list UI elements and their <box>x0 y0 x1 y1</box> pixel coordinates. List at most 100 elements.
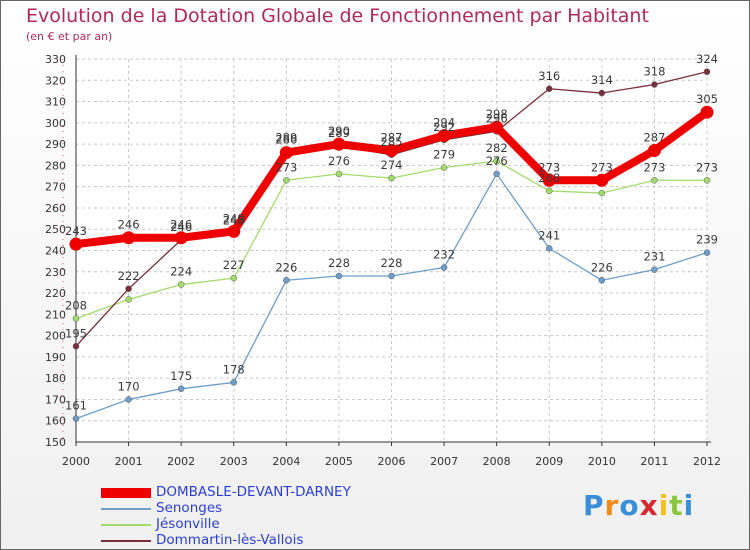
data-label: 274 <box>381 158 403 172</box>
data-label: 231 <box>643 250 665 264</box>
data-point <box>125 285 132 293</box>
data-label: 285 <box>381 135 403 149</box>
data-label: 222 <box>118 269 140 283</box>
x-tick-label: 2010 <box>588 455 616 468</box>
y-tick-label: 260 <box>45 202 66 215</box>
y-tick-label: 250 <box>45 223 66 236</box>
x-tick-label: 2012 <box>693 455 721 468</box>
legend-swatch <box>101 540 151 542</box>
data-label: 241 <box>538 228 560 242</box>
x-tick-label: 2008 <box>483 455 511 468</box>
logo-letter: i <box>683 489 695 522</box>
data-label: 228 <box>328 256 350 270</box>
y-tick-label: 210 <box>45 308 66 321</box>
data-point <box>335 170 343 178</box>
data-label: 175 <box>170 369 192 383</box>
data-label: 305 <box>696 92 718 106</box>
legend-swatch <box>101 508 151 510</box>
data-point <box>437 129 451 143</box>
data-point <box>177 281 185 288</box>
x-tick-label: 2007 <box>430 455 458 468</box>
y-tick-label: 230 <box>45 266 66 279</box>
data-label: 279 <box>433 148 455 162</box>
y-tick-label: 180 <box>45 372 66 385</box>
data-label: 273 <box>275 160 297 174</box>
data-label: 232 <box>433 248 455 262</box>
data-label: 286 <box>275 133 297 147</box>
y-tick-label: 310 <box>45 96 66 109</box>
data-point <box>69 237 83 251</box>
data-label: 170 <box>118 379 140 393</box>
data-point <box>703 249 711 256</box>
data-point <box>598 189 606 197</box>
data-point <box>490 120 504 134</box>
x-tick-label: 2009 <box>535 455 563 468</box>
y-tick-label: 320 <box>45 74 66 87</box>
data-label: 246 <box>118 218 140 232</box>
data-point <box>598 89 606 97</box>
y-tick-label: 220 <box>45 287 66 300</box>
data-label: 246 <box>170 218 192 232</box>
data-point <box>283 277 290 284</box>
data-point <box>651 81 658 88</box>
data-label: 226 <box>591 260 613 274</box>
logo-letter: i <box>658 489 670 522</box>
data-point <box>72 415 80 422</box>
data-label: 287 <box>381 130 403 144</box>
data-point <box>335 272 343 280</box>
data-point <box>703 177 711 184</box>
y-tick-label: 280 <box>45 159 66 172</box>
x-tick-label: 2006 <box>378 455 406 468</box>
data-label: 228 <box>381 256 403 270</box>
data-label: 268 <box>538 171 560 185</box>
data-label: 224 <box>170 265 192 279</box>
data-label: 208 <box>65 299 87 313</box>
y-tick-label: 330 <box>45 53 66 66</box>
data-label: 282 <box>486 141 508 155</box>
chart-subtitle: (en € et par an) <box>26 30 113 43</box>
data-label: 287 <box>643 130 665 144</box>
logo-letter: x <box>639 489 659 522</box>
y-tick-label: 170 <box>45 393 66 406</box>
data-point <box>385 143 398 157</box>
data-point <box>72 343 80 350</box>
y-tick-label: 190 <box>45 351 66 364</box>
data-point <box>440 164 448 171</box>
data-point <box>595 173 609 187</box>
x-tick-label: 2011 <box>640 455 668 468</box>
data-label: 227 <box>223 258 245 272</box>
y-tick-label: 160 <box>45 415 66 428</box>
data-point <box>651 177 658 184</box>
proxiti-logo: Proxiti <box>583 489 694 522</box>
legend-label: Jésonville <box>156 516 220 532</box>
data-label: 249 <box>223 211 245 225</box>
data-label: 226 <box>275 260 297 274</box>
chart-title: Evolution de la Dotation Globale de Fonc… <box>26 5 649 27</box>
x-tick-label: 2000 <box>62 455 90 468</box>
data-label: 273 <box>591 160 613 174</box>
data-point <box>546 245 553 252</box>
data-label: 161 <box>65 399 87 413</box>
x-tick-label: 2002 <box>167 455 195 468</box>
data-point <box>72 315 80 322</box>
x-tick-label: 2005 <box>325 455 353 468</box>
data-label: 273 <box>538 160 560 174</box>
legend-label: Dommartin-lès-Vallois <box>156 532 304 548</box>
logo-letter: o <box>619 489 640 522</box>
data-label: 276 <box>328 154 350 168</box>
data-label: 324 <box>696 52 718 66</box>
data-point <box>440 264 448 271</box>
data-label: 292 <box>433 120 455 134</box>
data-label: 314 <box>591 73 613 87</box>
data-label: 276 <box>486 154 508 168</box>
data-label: 296 <box>486 111 508 125</box>
data-point <box>542 173 556 187</box>
data-point <box>700 105 714 119</box>
data-point <box>279 146 293 160</box>
data-label: 248 <box>223 213 245 227</box>
data-label: 316 <box>538 69 560 83</box>
data-point <box>388 272 395 280</box>
data-point <box>546 85 553 93</box>
